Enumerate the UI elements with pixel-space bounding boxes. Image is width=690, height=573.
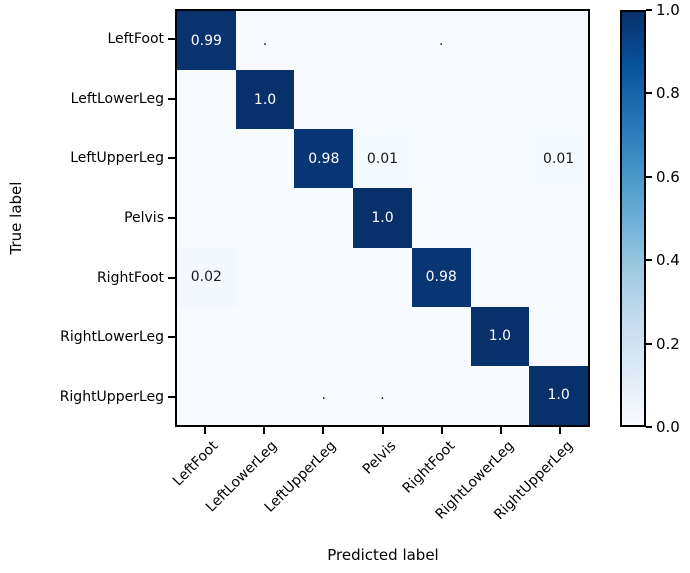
x-tick-mark bbox=[440, 427, 443, 434]
matrix-cell: 1.0 bbox=[529, 365, 588, 425]
matrix-cell bbox=[294, 70, 354, 130]
colorbar-tick-label: 0.0 bbox=[656, 418, 680, 436]
matrix-cell: 0.01 bbox=[529, 129, 588, 189]
matrix-cell bbox=[235, 129, 295, 189]
y-tick-label: LeftLowerLeg bbox=[70, 90, 164, 107]
matrix-cell bbox=[470, 365, 530, 425]
matrix-cell: . bbox=[294, 365, 354, 425]
matrix-cell bbox=[177, 129, 236, 189]
matrix-cell bbox=[177, 70, 236, 130]
y-tick-mark bbox=[168, 37, 175, 40]
x-tick-label: Pelvis bbox=[359, 438, 399, 478]
matrix-cell: 0.98 bbox=[294, 129, 354, 189]
matrix-cell bbox=[353, 70, 412, 130]
colorbar-tick-mark bbox=[646, 9, 652, 11]
matrix-cell: 1.0 bbox=[470, 306, 530, 366]
matrix-cell bbox=[411, 188, 471, 248]
y-tick-mark bbox=[168, 217, 175, 219]
matrix-cell bbox=[411, 70, 471, 130]
x-tick-label: LeftFoot bbox=[169, 438, 221, 490]
x-axis-title: Predicted label bbox=[327, 546, 439, 564]
y-tick-mark bbox=[168, 336, 175, 339]
matrix-cell: . bbox=[411, 11, 471, 71]
matrix-cell bbox=[470, 70, 530, 130]
y-tick-label: LeftFoot bbox=[107, 30, 164, 47]
y-tick-label: RightLowerLeg bbox=[60, 329, 164, 346]
matrix-cell bbox=[353, 247, 412, 307]
x-tick-mark bbox=[500, 427, 503, 434]
matrix-cell bbox=[177, 365, 236, 425]
colorbar-tick-label: 0.2 bbox=[656, 334, 680, 353]
matrix-cell bbox=[470, 129, 530, 189]
y-axis-title: True label bbox=[7, 181, 25, 255]
colorbar-tick-mark bbox=[646, 426, 652, 428]
colorbar-tick-label: 0.4 bbox=[656, 251, 680, 270]
colorbar-tick-mark bbox=[646, 92, 652, 95]
matrix-cell bbox=[294, 306, 354, 366]
matrix-cell bbox=[529, 306, 588, 366]
matrix-cell: 0.01 bbox=[353, 129, 412, 189]
matrix-cell: 1.0 bbox=[235, 70, 295, 130]
matrix-cell bbox=[470, 11, 530, 71]
x-tick-mark bbox=[381, 427, 384, 434]
matrix-cell bbox=[470, 247, 530, 307]
matrix-cell: . bbox=[353, 365, 412, 425]
y-tick-mark bbox=[168, 97, 175, 100]
matrix-cell: 0.99 bbox=[177, 11, 236, 71]
y-tick-label: RightUpperLeg bbox=[59, 389, 164, 406]
matrix-cell bbox=[529, 70, 588, 130]
matrix-cell bbox=[294, 188, 354, 248]
colorbar-tick-label: 0.6 bbox=[656, 167, 680, 186]
y-tick-label: LeftUpperLeg bbox=[70, 150, 164, 167]
y-tick-mark bbox=[168, 396, 175, 399]
matrix-cell bbox=[353, 11, 412, 71]
colorbar bbox=[620, 10, 646, 427]
matrix-cell bbox=[235, 247, 295, 307]
matrix-cell bbox=[529, 11, 588, 71]
matrix-cell bbox=[177, 188, 236, 248]
x-tick-mark bbox=[262, 427, 265, 434]
matrix-cell bbox=[411, 306, 471, 366]
matrix-cell: 1.0 bbox=[353, 188, 412, 248]
matrix-cell bbox=[529, 188, 588, 248]
colorbar-tick-label: 1.0 bbox=[656, 1, 680, 19]
colorbar-tick-mark bbox=[646, 259, 652, 262]
matrix-cell bbox=[470, 188, 530, 248]
matrix-cell bbox=[411, 365, 471, 425]
colorbar-tick-mark bbox=[646, 175, 652, 178]
x-tick-mark bbox=[322, 427, 325, 434]
y-tick-mark bbox=[168, 157, 175, 160]
heatmap-plot-area: 0.99.. 1.0 0.98 0.01 0.01 1.0 0.02 0.98 1.0.. 1.0 bbox=[175, 9, 590, 427]
y-tick-label: RightFoot bbox=[96, 269, 164, 286]
x-tick-label: RightFoot bbox=[399, 438, 459, 497]
y-tick-label: Pelvis bbox=[124, 210, 164, 226]
matrix-cell bbox=[411, 129, 471, 189]
matrix-cell bbox=[235, 306, 295, 366]
matrix-cell: 0.98 bbox=[411, 247, 471, 307]
matrix-cell bbox=[353, 306, 412, 366]
x-tick-mark bbox=[559, 427, 562, 434]
matrix-cell bbox=[529, 247, 588, 307]
matrix-cell bbox=[177, 306, 236, 366]
y-tick-mark bbox=[168, 276, 175, 279]
matrix-cell: . bbox=[235, 11, 295, 71]
matrix-cell bbox=[235, 365, 295, 425]
matrix-cell bbox=[235, 188, 295, 248]
matrix-cell bbox=[294, 11, 354, 71]
colorbar-tick-mark bbox=[646, 342, 652, 345]
x-tick-mark bbox=[203, 427, 206, 434]
matrix-cell: 0.02 bbox=[177, 247, 236, 307]
matrix-cell bbox=[294, 247, 354, 307]
colorbar-tick-label: 0.8 bbox=[656, 84, 680, 103]
